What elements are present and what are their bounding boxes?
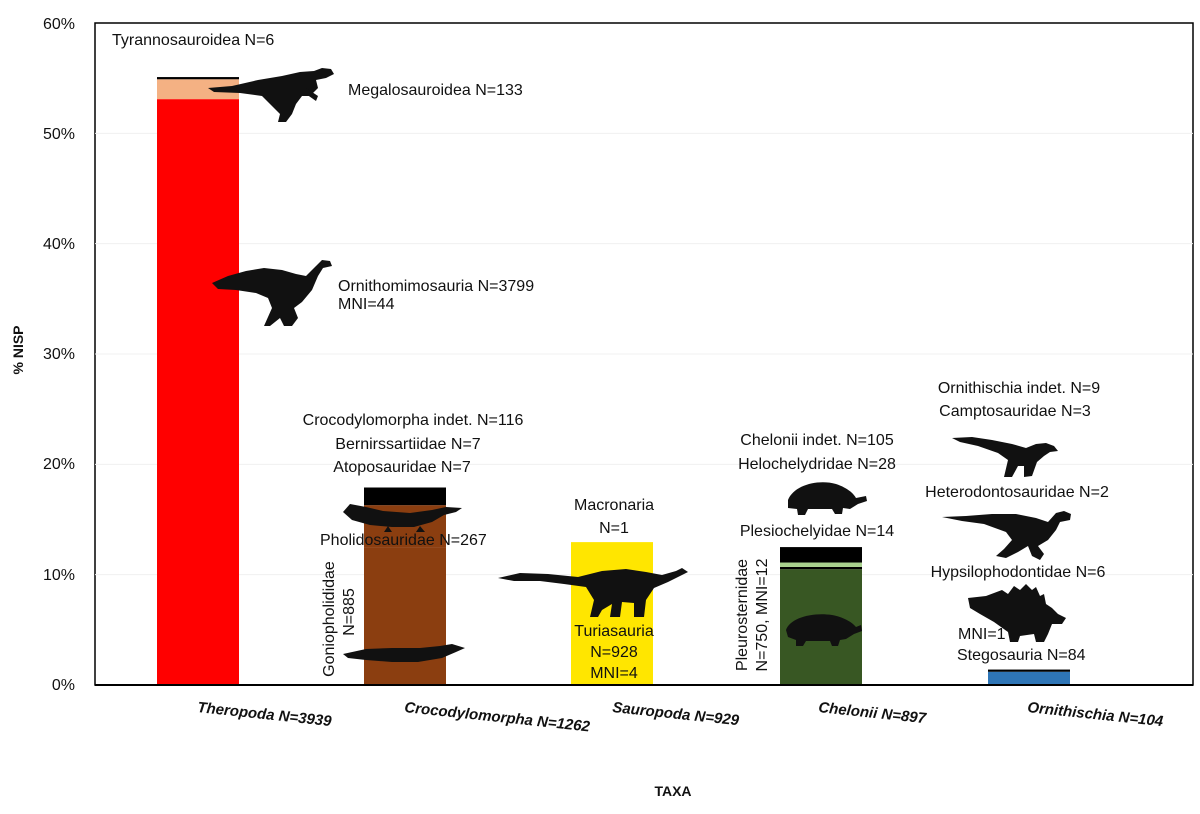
annotation-turiasauria-mni: MNI=4: [590, 665, 638, 682]
y-tick-40: 40%: [43, 236, 75, 253]
bar-4-segment-4: [780, 547, 862, 563]
annotation-bernirssartiidae: Bernirssartiidae N=7: [335, 436, 481, 453]
annotation-stegosauria-mni: MNI=1: [958, 626, 1006, 643]
annotation-goniopholididae: Goniopholididae: [321, 561, 338, 677]
bar-4-segment-2: [780, 566, 862, 570]
annotation-plesiochelyidae: Plesiochelyidae N=14: [740, 523, 894, 540]
croc-goniopholid-icon: [343, 644, 465, 662]
annotations: Tyrannosauroidea N=6 Megalosauroidea N=1…: [112, 32, 1109, 682]
annotation-camptosauridae: Camptosauridae N=3: [939, 403, 1091, 420]
annotation-atoposauridae: Atoposauridae N=7: [333, 459, 471, 476]
y-tick-30: 30%: [43, 346, 75, 363]
annotation-macronaria: Macronaria: [574, 497, 654, 514]
annotation-macronaria-n: N=1: [599, 520, 629, 537]
heterodontosaur-icon: [942, 511, 1071, 560]
annotation-heterodontosauridae: Heterodontosauridae N=2: [925, 484, 1109, 501]
ornithomimid-icon: [212, 260, 332, 326]
y-tick-20: 20%: [43, 456, 75, 473]
x-axis-title: TAXA: [654, 783, 691, 799]
annotation-pholidosauridae: Pholidosauridae N=267: [320, 532, 487, 549]
annotation-megalosauroidea: Megalosauroidea N=133: [348, 82, 523, 99]
annotation-helochelydridae: Helochelydridae N=28: [738, 456, 896, 473]
annotation-tyrannosauroidea: Tyrannosauroidea N=6: [112, 32, 274, 49]
turtle-high-shell-icon: [788, 482, 867, 515]
bar-1-segment-3: [157, 77, 239, 80]
category-label-chelonii: Chelonii N=897: [818, 699, 928, 727]
annotation-pleurosternidae-n: N=750, MNI=12: [754, 558, 771, 671]
croc-long-snout-icon: [343, 504, 462, 532]
bar-5-segment-1: [988, 671, 1070, 685]
sauropod-icon: [498, 568, 688, 617]
bar-2-segment-3: [364, 487, 446, 506]
y-tick-50: 50%: [43, 126, 75, 143]
y-tick-labels: 0% 10% 20% 30% 40% 50% 60%: [43, 16, 75, 694]
turtle-low-shell-icon: [786, 614, 862, 646]
bar-3-segment-2: [571, 542, 653, 544]
annotation-ornithomimosauria: Ornithomimosauria N=3799: [338, 278, 534, 295]
bar-1-segment-2: [157, 79, 239, 100]
y-tick-0: 0%: [52, 677, 75, 694]
category-labels: Theropoda N=3939 Crocodylomorpha N=1262 …: [197, 699, 1165, 735]
bar-2-segment-1: [364, 547, 446, 685]
annotation-goniopholididae-n: N=885: [341, 588, 358, 636]
annotation-stegosauria: Stegosauria N=84: [957, 647, 1086, 664]
annotation-ornithischia-indet: Ornithischia indet. N=9: [938, 380, 1100, 397]
annotation-chelonii-indet: Chelonii indet. N=105: [740, 432, 894, 449]
y-tick-60: 60%: [43, 16, 75, 33]
theropod-megalosaur-icon: [208, 68, 334, 122]
annotation-crocodylomorpha-indet: Crocodylomorpha indet. N=116: [303, 412, 524, 429]
category-label-theropoda: Theropoda N=3939: [197, 699, 333, 730]
annotation-ornithomimosauria-mni: MNI=44: [338, 296, 395, 313]
annotation-turiasauria-n: N=928: [590, 644, 638, 661]
annotation-pleurosternidae: Pleurosternidae: [734, 559, 751, 671]
bar-1-segment-1: [157, 99, 239, 685]
annotation-hypsilophodontidae: Hypsilophodontidae N=6: [931, 564, 1106, 581]
y-tick-10: 10%: [43, 567, 75, 584]
category-label-crocodylomorpha: Crocodylomorpha N=1262: [404, 699, 592, 735]
annotation-turiasauria: Turiasauria: [574, 623, 654, 640]
camptosaur-icon: [952, 437, 1058, 477]
bar-5-segment-2: [988, 669, 1070, 672]
category-label-ornithischia: Ornithischia N=104: [1027, 699, 1165, 730]
category-label-sauropoda: Sauropoda N=929: [612, 699, 741, 729]
stegosaur-icon: [968, 584, 1066, 642]
y-axis-title: % NISP: [10, 325, 26, 374]
bar-4-segment-3: [780, 562, 862, 567]
